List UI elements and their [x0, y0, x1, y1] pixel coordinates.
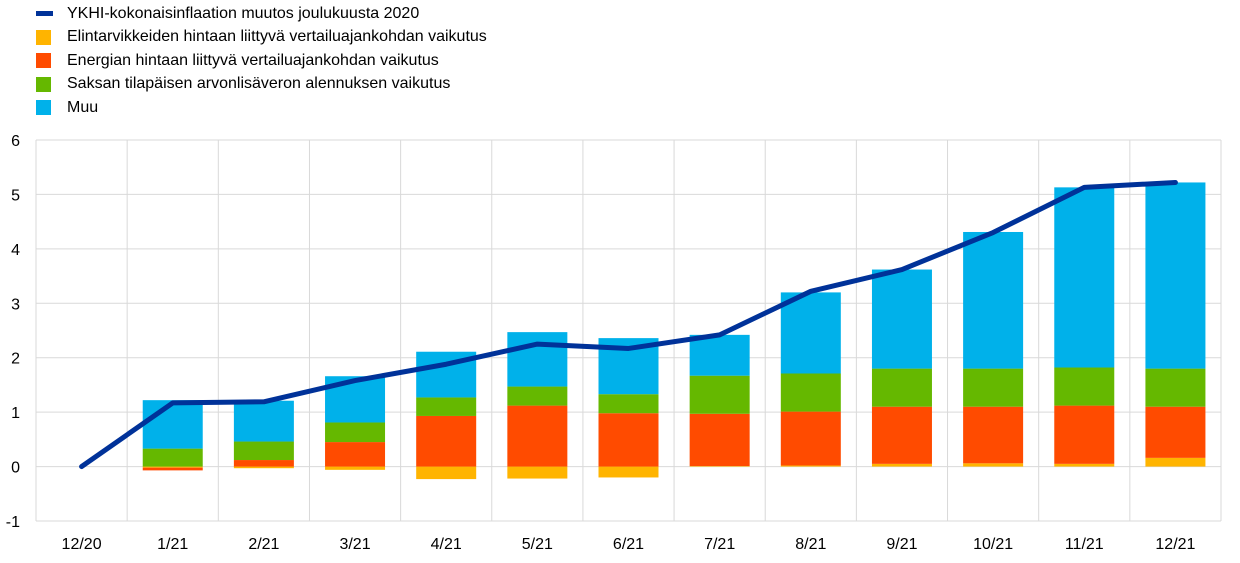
x-tick-label-9: 9/21 [886, 536, 917, 553]
bar-other-5 [507, 332, 568, 387]
legend-swatch-other [36, 100, 51, 116]
bar-vat-2 [233, 441, 294, 461]
bar-energy-10 [963, 406, 1024, 464]
bar-energy-6 [598, 413, 659, 467]
y-tick-label-2: 4 [11, 242, 20, 259]
bar-vat-1 [142, 448, 203, 467]
bar-vat-6 [598, 394, 659, 414]
y-tick-label-0: 6 [11, 133, 20, 150]
bar-stacks [142, 182, 1206, 480]
bar-food-6 [598, 466, 659, 478]
legend-label-vat: Saksan tilapäisen arvonlisäveron alennuk… [67, 75, 451, 93]
legend-swatch-total-inflation [36, 11, 53, 17]
bar-energy-7 [689, 413, 750, 467]
x-tick-label-1: 1/21 [157, 536, 188, 553]
legend-swatch-energy [36, 53, 51, 69]
legend-item-energy: Energian hintaan liittyvä vertailuajanko… [36, 49, 487, 73]
x-tick-label-3: 3/21 [339, 536, 370, 553]
legend-swatch-vat [36, 76, 51, 92]
legend-item-total-inflation: YKHI-kokonaisinflaation muutos joulukuus… [36, 2, 487, 26]
bar-other-2 [233, 400, 294, 442]
bar-food-7 [689, 466, 750, 467]
legend-label-food: Elintarvikkeiden hintaan liittyvä vertai… [67, 28, 487, 46]
y-tick-label-7: -1 [6, 514, 20, 531]
bar-energy-12 [1145, 406, 1206, 458]
legend-label-energy: Energian hintaan liittyvä vertailuajanko… [67, 51, 439, 69]
y-tick-label-4: 2 [11, 351, 20, 368]
bar-energy-3 [325, 442, 386, 467]
legend-label-total-inflation: YKHI-kokonaisinflaation muutos joulukuus… [67, 4, 420, 22]
y-axis: 6 5 4 3 2 1 0 -1 [6, 133, 20, 531]
y-tick-label-3: 3 [11, 296, 20, 313]
bar-other-7 [689, 334, 750, 376]
bar-energy-8 [780, 411, 841, 466]
bar-energy-5 [507, 405, 568, 467]
y-tick-label-5: 1 [11, 405, 20, 422]
x-tick-label-6: 6/21 [613, 536, 644, 553]
x-tick-label-5: 5/21 [522, 536, 553, 553]
bar-food-4 [416, 466, 477, 480]
bar-vat-7 [689, 375, 750, 414]
x-tick-label-7: 7/21 [704, 536, 735, 553]
total-inflation-line-group [79, 179, 1178, 470]
bar-other-11 [1054, 187, 1115, 368]
bar-energy-1 [142, 467, 203, 471]
x-tick-label-10: 10/21 [973, 536, 1013, 553]
legend-swatch-food [36, 29, 51, 45]
bar-vat-12 [1145, 368, 1206, 407]
y-tick-label-6: 0 [11, 460, 20, 477]
legend-label-other: Muu [67, 98, 99, 116]
legend-item-food: Elintarvikkeiden hintaan liittyvä vertai… [36, 26, 487, 50]
bar-energy-11 [1054, 405, 1115, 464]
bar-vat-4 [416, 397, 477, 416]
y-tick-label-1: 5 [11, 187, 20, 204]
bar-food-8 [780, 465, 841, 467]
bar-food-9 [871, 463, 932, 467]
bar-vat-10 [963, 368, 1024, 407]
bar-vat-9 [871, 368, 932, 407]
legend-item-other: Muu [36, 96, 487, 120]
x-tick-label-2: 2/21 [248, 536, 279, 553]
bar-vat-8 [780, 373, 841, 412]
bar-other-1 [142, 400, 203, 449]
bar-energy-2 [233, 460, 294, 467]
bar-vat-3 [325, 422, 386, 443]
bar-other-10 [963, 231, 1024, 369]
bar-vat-11 [1054, 367, 1115, 406]
x-tick-label-8: 8/21 [795, 536, 826, 553]
bar-food-1 [142, 466, 203, 468]
x-tick-label-11: 11/21 [1065, 536, 1104, 553]
bar-food-11 [1054, 463, 1115, 467]
bar-food-3 [325, 466, 386, 470]
bar-food-10 [963, 463, 1024, 467]
bar-food-5 [507, 466, 568, 479]
bar-energy-4 [416, 415, 477, 467]
legend-item-vat: Saksan tilapäisen arvonlisäveron alennuk… [36, 73, 487, 97]
x-tick-label-0: 12/20 [62, 536, 102, 553]
x-tick-label-4: 4/21 [431, 536, 462, 553]
bar-other-9 [871, 269, 932, 369]
bar-energy-9 [871, 406, 932, 464]
bar-other-12 [1145, 182, 1206, 369]
bar-other-8 [780, 292, 841, 374]
x-tick-label-12: 12/21 [1155, 536, 1195, 553]
x-axis: 12/20 1/21 2/21 3/21 4/21 5/21 6/21 7/21 8/21 9/2… [62, 536, 1196, 553]
chart-legend: YKHI-kokonaisinflaation muutos joulukuus… [36, 2, 487, 120]
bar-food-2 [233, 466, 294, 469]
bar-vat-5 [507, 386, 568, 406]
bar-food-12 [1145, 457, 1206, 467]
